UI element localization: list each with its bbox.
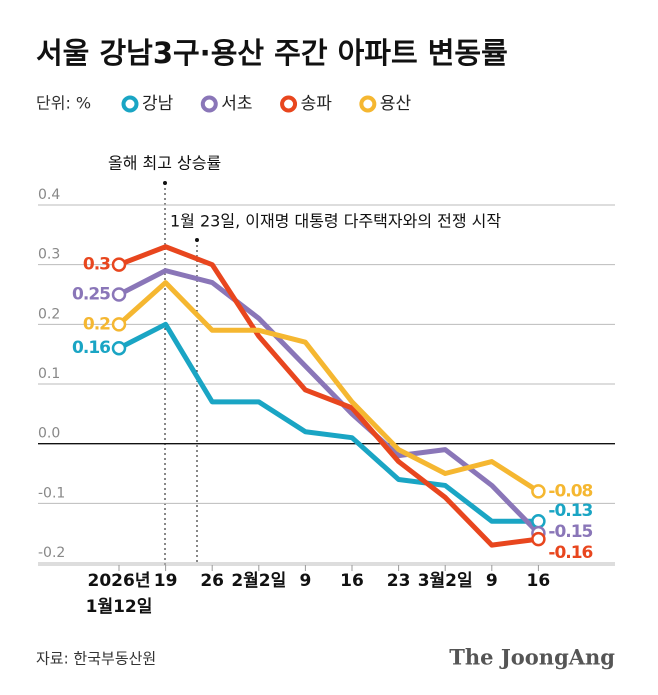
x-tick-label: 16 [526, 571, 551, 591]
legend-marker [121, 95, 139, 113]
x-tick-label: 3월2일 [417, 571, 473, 591]
annotation-dot [163, 181, 167, 185]
annotation: 올해 최고 상승률 [108, 154, 221, 173]
legend-label: 송파 [301, 94, 333, 114]
x-tick-label: 26 [200, 571, 225, 591]
y-tick-label: -0.1 [38, 485, 65, 501]
series-line [118, 244, 539, 548]
legend-marker [200, 95, 218, 113]
point [111, 317, 127, 332]
point [111, 287, 127, 302]
data-label: 0.16 [72, 338, 110, 358]
y-tick-label: 0.0 [38, 426, 60, 442]
point [531, 513, 546, 529]
point [531, 484, 546, 499]
y-tick-label: 0.2 [38, 306, 60, 322]
data-label: -0.08 [548, 481, 592, 501]
legend-marker [280, 95, 298, 113]
data-label: -0.16 [548, 543, 592, 563]
x-tick-label: 23 [386, 571, 411, 591]
point [111, 257, 127, 272]
annotation: 1월 23일, 이재명 대통령 다주택자와의 전쟁 시작 [170, 212, 501, 231]
x-tick-label: 2월2일 [231, 571, 287, 591]
data-label: 0.2 [83, 314, 110, 334]
series-line [117, 321, 539, 524]
point [531, 531, 546, 547]
legend-label: 서초 [221, 94, 252, 114]
legend-label: 용산 [380, 94, 412, 114]
data-label: -0.15 [548, 522, 592, 542]
x-tick-label: 9 [299, 571, 312, 591]
legend-marker [359, 95, 377, 113]
unit-label: 단위: % [36, 94, 91, 113]
source: 자료: 한국부동산원 [36, 650, 156, 668]
series-line [117, 268, 541, 535]
y-tick-label: 0.3 [38, 247, 60, 263]
x-tick-label: 9 [485, 571, 498, 591]
x-tick-label: 19 [153, 571, 178, 591]
y-tick-label: -0.2 [38, 545, 65, 561]
legend-label: 강남 [142, 94, 174, 114]
data-label: -0.13 [548, 501, 592, 521]
chart-title: 서울 강남3구·용산 주간 아파트 변동률 [36, 36, 508, 70]
y-tick-label: 0.4 [38, 187, 60, 203]
annotation-dot [195, 238, 199, 242]
x-tick-label: 2026년 1월12일 [85, 571, 153, 617]
x-tick-label: 16 [340, 571, 364, 591]
y-tick-label: 0.1 [38, 366, 60, 382]
series-line [117, 280, 540, 494]
data-label: 0.25 [72, 285, 110, 305]
data-label: 0.3 [83, 255, 110, 275]
logo: The JoongAng [449, 645, 615, 670]
point [111, 340, 127, 356]
